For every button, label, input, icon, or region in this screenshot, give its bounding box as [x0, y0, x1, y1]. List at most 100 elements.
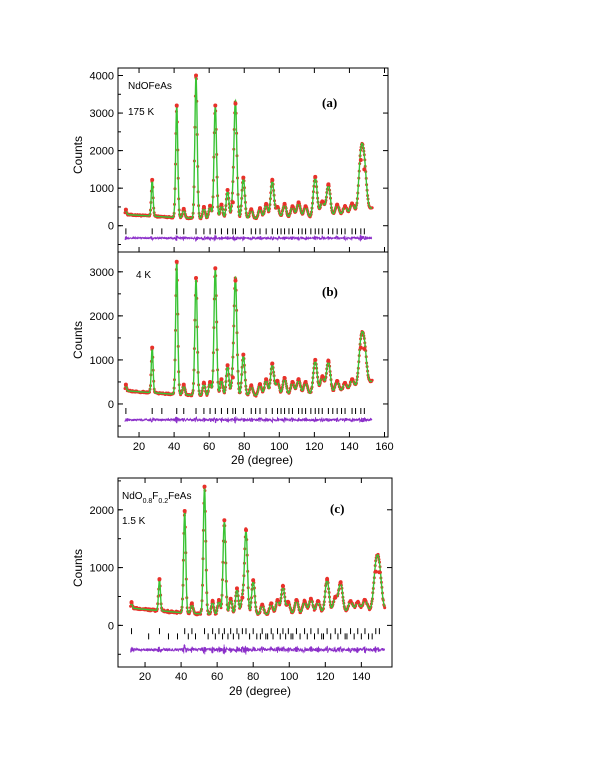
panel-b-peak-point-20 [296, 377, 301, 382]
panel-a-ylabel: Counts [71, 136, 85, 174]
panel-b-ytick-label-0: 0 [108, 399, 114, 411]
panel-c-peak-point-10 [240, 595, 245, 600]
panel-c-peak-point-18 [294, 597, 299, 602]
panel-b-peak-point-22 [313, 357, 318, 362]
panel-a-peak-point-21 [303, 204, 308, 209]
panel-c-peak-point-6 [216, 597, 221, 602]
panel-c-peak-point-19 [302, 599, 307, 604]
panel-b-difference-line [124, 416, 373, 424]
panel-b-peak-point-9 [225, 363, 230, 368]
panel-b-peak-point-28 [358, 345, 363, 350]
panel-a-ytick-label-3: 3000 [90, 108, 114, 120]
panel-a-peak-point-26 [343, 204, 348, 209]
panel-c-peak-point-4 [202, 484, 207, 489]
panel-b-peak-point-27 [350, 377, 355, 382]
panel-c-peak-point-3 [189, 601, 194, 606]
panel-c-sample-part-1: NdO [122, 491, 143, 502]
panel-a-peak-point-22 [313, 174, 318, 179]
panel-b-peak-point-15 [264, 377, 269, 382]
panel-a-peak-point-12 [241, 175, 246, 180]
panel-c-peak-point-28 [373, 569, 378, 574]
panel-c-xtick-label-1: 40 [175, 671, 187, 683]
panel-c-label: (c) [330, 501, 344, 516]
panel-b-peak-point-17 [275, 379, 280, 384]
panel-b-peak-point-18 [282, 375, 287, 380]
panel-a-peak-point-28 [358, 158, 363, 162]
panel-b-peak-point-14 [258, 382, 263, 387]
panel-a-peak-point-4 [194, 73, 199, 78]
panel-a-peak-point-1 [150, 177, 155, 182]
panel-b-label: (b) [322, 284, 338, 299]
panel-b-peak-point-10 [230, 375, 235, 380]
panel-a: Counts NdOFeAs 175 K (a) 0 1000 2000 3000 40… [71, 67, 389, 253]
panel-a-peak-point-14 [258, 206, 263, 211]
panel-b-peak-point-0 [123, 382, 128, 387]
panel-b-peak-point-5 [201, 380, 206, 385]
panel-c-temperature: 1.5 K [122, 516, 146, 527]
panel-c-ytick-label-0: 0 [108, 620, 114, 632]
panel-c-peak-point-25 [348, 599, 353, 604]
panel-b-xtick-label-6: 140 [340, 441, 358, 453]
panel-c-ytick-label-2: 2000 [90, 505, 114, 517]
panel-c-peak-point-21 [316, 599, 321, 604]
panel-a-peak-point-8 [219, 202, 224, 207]
panel-b-observed-series [123, 261, 374, 398]
panel-c-sample-part-2: F [152, 491, 158, 502]
panel-a-ytick-label-2: 2000 [90, 146, 114, 158]
panel-c-xlabel: 2θ (degree) [229, 684, 291, 698]
panel-a-peak-point-6 [208, 203, 213, 208]
panel-b-xtick-label-7: 160 [375, 441, 393, 453]
panel-c-peak-point-5 [210, 599, 215, 604]
panel-b-peak-point-4 [194, 275, 199, 280]
panel-a-calculated-line [124, 75, 372, 220]
panel-b-xtick-label-4: 100 [270, 441, 288, 453]
panel-c-peak-point-14 [269, 601, 274, 606]
panel-b-ylabel: Counts [71, 321, 85, 359]
panel-a-ytick-label-1: 1000 [90, 183, 114, 195]
panel-a-peak-point-11 [233, 101, 238, 106]
panel-a-peak-point-16 [270, 177, 275, 182]
panel-c-xtick-label-6: 140 [352, 671, 370, 683]
panel-b-peak-point-19 [290, 379, 295, 384]
panel-a-peak-point-15 [264, 201, 269, 206]
panel-c: Counts NdO0.8F0.2FeAs 1.5 K (c) 2θ (degr… [71, 477, 393, 698]
panel-b-xtick-label-5: 120 [305, 441, 323, 453]
panel-c-ylabel: Counts [71, 549, 85, 587]
panel-c-peak-point-0 [129, 600, 134, 605]
panel-c-xtick-label-3: 80 [247, 671, 259, 683]
panel-c-peak-point-29 [377, 570, 382, 575]
panel-b-peak-point-7 [213, 266, 218, 271]
panel-c-peak-point-23 [333, 595, 338, 600]
panel-a-peak-point-29 [362, 167, 367, 172]
panel-c-xtick-label-5: 120 [316, 671, 334, 683]
panel-b-xtick-label-1: 40 [168, 441, 180, 453]
panel-a-peak-point-9 [225, 188, 230, 193]
panel-c-peak-point-17 [286, 600, 291, 605]
panel-b-ytick-label-2: 2000 [90, 311, 114, 323]
panel-a-peak-point-13 [249, 207, 254, 212]
panel-a-difference-line [124, 234, 373, 242]
panel-b-peak-point-13 [249, 383, 254, 388]
panel-c-peak-point-16 [280, 584, 285, 589]
panel-b-ytick-label-1: 1000 [90, 355, 114, 367]
panel-b-xtick-label-0: 20 [133, 441, 145, 453]
panel-a-ytick-label-4: 4000 [90, 71, 114, 83]
panel-c-peak-point-11 [243, 528, 248, 533]
panel-a-peak-point-3 [181, 206, 186, 211]
panel-c-ytick-label-1: 1000 [90, 563, 114, 575]
panel-a-peak-point-7 [213, 103, 218, 108]
panel-c-observed-point-534 [383, 606, 387, 610]
panel-c-peak-point-22 [325, 577, 330, 582]
panel-b-peak-point-16 [270, 361, 275, 366]
panel-c-peak-point-1 [157, 577, 162, 582]
panel-c-sample-name: NdO0.8F0.2FeAs [122, 491, 191, 505]
panel-a-peak-point-25 [335, 202, 340, 207]
panel-a-peak-point-10 [230, 200, 235, 205]
panel-c-xtick-label-2: 60 [211, 671, 223, 683]
panel-c-peak-point-20 [308, 596, 313, 601]
panel-b-peak-point-25 [335, 379, 340, 384]
panel-b-peak-point-21 [303, 379, 308, 384]
panel-c-sample-sub-1: 0.8 [143, 498, 153, 505]
panel-a-peak-point-2 [174, 103, 179, 108]
panel-a-temperature: 175 K [128, 107, 154, 118]
